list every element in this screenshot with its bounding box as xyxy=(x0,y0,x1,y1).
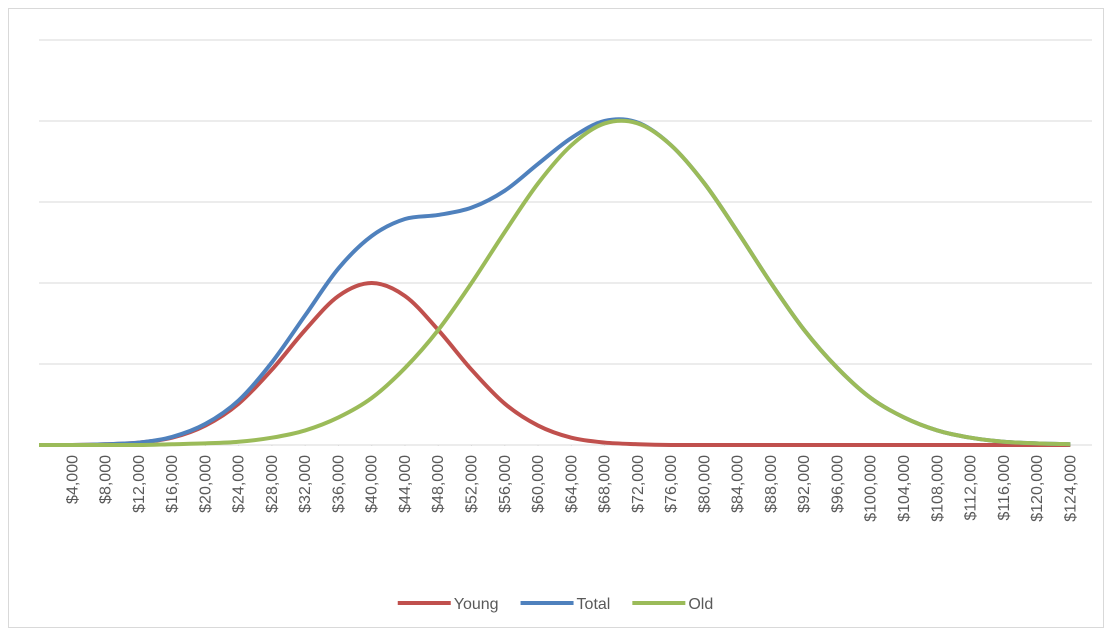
x-tick-label: $40,000 xyxy=(364,455,381,513)
x-tick-label: $112,000 xyxy=(963,455,980,521)
line-series xyxy=(39,118,1071,448)
x-tick-label: $60,000 xyxy=(530,455,547,513)
x-tick-label: $8,000 xyxy=(98,455,115,504)
x-tick-label: $64,000 xyxy=(563,455,580,513)
x-tick-label: $76,000 xyxy=(663,455,680,513)
x-tick-label: $48,000 xyxy=(430,455,447,513)
x-tick-label: $36,000 xyxy=(330,455,347,513)
x-tick-label: $92,000 xyxy=(796,455,813,513)
x-tick-label: $12,000 xyxy=(131,455,148,513)
chart-frame xyxy=(8,8,1104,628)
legend-label: Old xyxy=(688,596,713,613)
x-tick-label: $44,000 xyxy=(397,455,414,513)
legend-label: Total xyxy=(577,596,611,613)
x-tick-label: $124,000 xyxy=(1062,455,1079,522)
x-tick-label: $104,000 xyxy=(896,455,913,522)
x-tick-label: $68,000 xyxy=(597,455,614,513)
x-tick-label: $56,000 xyxy=(497,455,514,513)
x-tick-label: $108,000 xyxy=(929,455,946,522)
legend-label: Young xyxy=(454,596,499,613)
x-tick-label: $72,000 xyxy=(630,455,647,513)
x-tick-label: $4,000 xyxy=(64,455,81,504)
x-tick-label: $84,000 xyxy=(730,455,747,513)
x-tick-label: $16,000 xyxy=(164,455,181,513)
x-tick-label: $88,000 xyxy=(763,455,780,513)
x-tick-label: $20,000 xyxy=(197,455,214,513)
x-tick-label: $96,000 xyxy=(829,455,846,513)
x-tick-label: $24,000 xyxy=(231,455,248,513)
x-tick-label: $32,000 xyxy=(297,455,314,513)
x-tick-label: $80,000 xyxy=(696,455,713,513)
x-tick-label: $100,000 xyxy=(863,455,880,522)
x-tick-label: $28,000 xyxy=(264,455,281,513)
x-tick-label: $120,000 xyxy=(1029,455,1046,522)
x-tick-label: $52,000 xyxy=(464,455,481,513)
x-tick-label: $116,000 xyxy=(996,455,1013,521)
